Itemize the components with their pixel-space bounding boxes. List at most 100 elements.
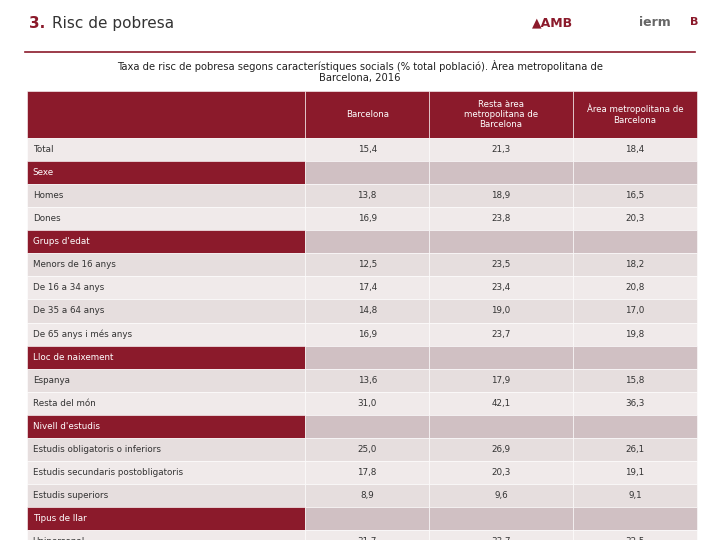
Text: Barcelona: Barcelona	[346, 110, 389, 119]
Text: 14,8: 14,8	[358, 307, 377, 315]
Bar	[429, 484, 573, 507]
Text: 19,0: 19,0	[492, 307, 510, 315]
Text: 16,9: 16,9	[358, 214, 377, 223]
Bar	[27, 507, 305, 530]
Bar	[305, 253, 429, 276]
Text: Tipus de llar: Tipus de llar	[32, 514, 86, 523]
Text: 23,4: 23,4	[492, 284, 510, 292]
Bar	[573, 392, 697, 415]
Bar	[573, 461, 697, 484]
Text: 3.: 3.	[29, 16, 45, 31]
Bar	[27, 253, 305, 276]
Text: Taxa de risc de pobresa segons característiques socials (% total població). Àrea: Taxa de risc de pobresa segons caracterí…	[117, 60, 603, 83]
Text: 42,1: 42,1	[492, 399, 510, 408]
Bar	[305, 346, 429, 369]
Text: ▲AMB: ▲AMB	[532, 16, 574, 29]
Text: 17,8: 17,8	[358, 468, 377, 477]
Text: Estudis superiors: Estudis superiors	[32, 491, 108, 500]
Text: 17,9: 17,9	[492, 376, 510, 385]
Text: Risc de pobresa: Risc de pobresa	[52, 16, 174, 31]
Text: Grups d'edat: Grups d'edat	[32, 237, 89, 246]
Text: 18,4: 18,4	[626, 145, 644, 154]
Bar	[305, 415, 429, 438]
Bar	[573, 369, 697, 392]
Bar	[27, 161, 305, 184]
Text: 20,3: 20,3	[492, 468, 510, 477]
Text: 26,1: 26,1	[626, 445, 644, 454]
Bar	[573, 230, 697, 253]
Bar	[573, 484, 697, 507]
Bar	[573, 276, 697, 299]
Bar	[27, 299, 305, 322]
Text: Àrea metropolitana de
Barcelona: Àrea metropolitana de Barcelona	[587, 104, 683, 125]
Text: De 16 a 34 anys: De 16 a 34 anys	[32, 284, 104, 292]
Text: 20,3: 20,3	[626, 214, 644, 223]
Text: 16,9: 16,9	[358, 329, 377, 339]
Bar	[429, 415, 573, 438]
Text: 19,1: 19,1	[626, 468, 644, 477]
Bar	[27, 184, 305, 207]
Bar	[573, 322, 697, 346]
Text: 13,6: 13,6	[358, 376, 377, 385]
Text: 8,9: 8,9	[360, 491, 374, 500]
Bar	[305, 138, 429, 161]
Bar	[429, 138, 573, 161]
Bar	[305, 484, 429, 507]
Bar	[573, 138, 697, 161]
Bar	[305, 276, 429, 299]
Bar	[27, 207, 305, 230]
Bar	[429, 507, 573, 530]
Bar	[429, 161, 573, 184]
Bar	[27, 438, 305, 461]
Text: Homes: Homes	[32, 191, 63, 200]
Text: Estudis obligatoris o inferiors: Estudis obligatoris o inferiors	[32, 445, 161, 454]
Text: Resta del món: Resta del món	[32, 399, 96, 408]
Bar	[429, 346, 573, 369]
Text: B: B	[690, 17, 698, 26]
Bar	[429, 91, 573, 138]
Bar	[573, 91, 697, 138]
Text: 12,5: 12,5	[358, 260, 377, 269]
Bar	[429, 530, 573, 540]
Text: 15,8: 15,8	[626, 376, 644, 385]
Bar	[27, 484, 305, 507]
Bar	[27, 369, 305, 392]
Bar	[573, 507, 697, 530]
Bar	[573, 415, 697, 438]
Text: 31,0: 31,0	[358, 399, 377, 408]
Bar	[305, 507, 429, 530]
Bar	[429, 369, 573, 392]
Text: Menors de 16 anys: Menors de 16 anys	[32, 260, 116, 269]
Bar	[429, 253, 573, 276]
Bar	[429, 461, 573, 484]
Bar	[27, 392, 305, 415]
Bar	[305, 461, 429, 484]
Bar	[573, 161, 697, 184]
Bar	[27, 230, 305, 253]
Bar	[27, 276, 305, 299]
Bar	[573, 438, 697, 461]
Bar	[305, 322, 429, 346]
Bar	[573, 299, 697, 322]
Text: 23,8: 23,8	[492, 214, 510, 223]
Text: 18,9: 18,9	[492, 191, 510, 200]
Text: Nivell d'estudis: Nivell d'estudis	[32, 422, 99, 431]
Bar	[573, 346, 697, 369]
Text: ierm: ierm	[639, 16, 671, 29]
Bar	[573, 253, 697, 276]
Bar	[305, 530, 429, 540]
Text: 17,0: 17,0	[626, 307, 644, 315]
Text: Espanya: Espanya	[32, 376, 70, 385]
Text: Sexe: Sexe	[32, 168, 54, 177]
Bar	[429, 322, 573, 346]
Bar	[27, 322, 305, 346]
Text: De 65 anys i més anys: De 65 anys i més anys	[32, 329, 132, 339]
Bar	[429, 184, 573, 207]
Bar	[305, 184, 429, 207]
Bar	[429, 392, 573, 415]
Text: 36,3: 36,3	[626, 399, 644, 408]
Text: 17,4: 17,4	[358, 284, 377, 292]
Bar	[305, 299, 429, 322]
Text: Total: Total	[32, 145, 53, 154]
Text: Dones: Dones	[32, 214, 60, 223]
